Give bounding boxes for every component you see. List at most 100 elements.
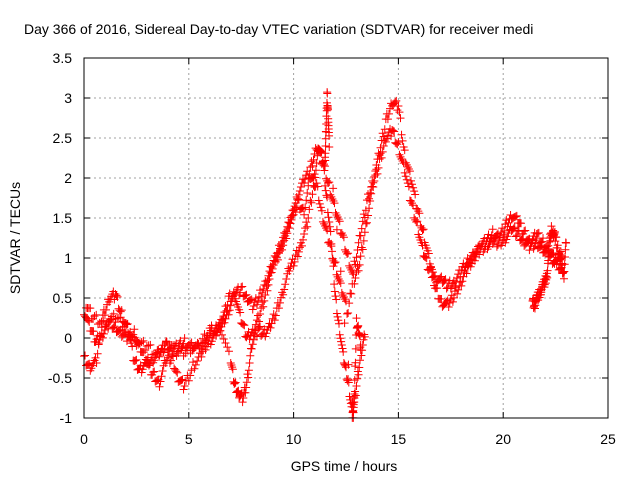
data-point	[319, 161, 328, 170]
y-tick-label: 1	[64, 250, 72, 266]
x-tick-label: 20	[495, 431, 511, 447]
data-point	[360, 213, 369, 222]
data-point	[157, 372, 166, 381]
data-point	[236, 308, 245, 317]
data-point	[238, 319, 247, 328]
data-point	[543, 266, 552, 275]
data-point	[454, 285, 463, 294]
data-point	[289, 261, 298, 270]
data-point	[179, 385, 188, 394]
data-point	[344, 309, 353, 318]
data-point	[428, 268, 437, 277]
data-point	[334, 316, 343, 325]
data-point	[332, 225, 341, 234]
data-point	[400, 168, 409, 177]
y-tick-label: 3	[64, 90, 72, 106]
data-point	[141, 355, 150, 364]
data-point	[259, 302, 268, 311]
data-point	[339, 293, 348, 302]
data-point	[355, 363, 364, 372]
data-point	[197, 352, 206, 361]
data-point	[303, 189, 312, 198]
data-point	[503, 232, 512, 241]
data-point	[270, 316, 279, 325]
data-point	[360, 332, 369, 341]
data-point	[186, 339, 195, 348]
data-point	[244, 373, 253, 382]
data-point	[278, 238, 287, 246]
data-point	[560, 267, 569, 276]
y-tick-label: 0	[64, 330, 72, 346]
data-point	[96, 332, 105, 341]
data-point	[271, 311, 280, 320]
data-point	[460, 268, 469, 277]
data-point	[384, 109, 393, 118]
data-point	[149, 368, 158, 377]
data-point	[351, 260, 360, 269]
data-point	[374, 149, 383, 158]
data-point	[470, 256, 479, 265]
data-point	[320, 166, 329, 175]
data-point	[414, 207, 423, 216]
y-tick-label: 1.5	[53, 210, 73, 226]
data-point	[357, 224, 366, 233]
data-point	[395, 150, 404, 159]
data-point	[352, 314, 361, 323]
data-point	[357, 243, 366, 252]
data-point	[162, 337, 171, 346]
data-point	[284, 224, 293, 232]
data-point	[256, 310, 265, 318]
data-point	[241, 332, 250, 341]
data-point	[373, 155, 382, 164]
data-point	[89, 327, 98, 336]
data-point	[257, 292, 266, 301]
data-point	[264, 280, 273, 289]
data-point	[241, 291, 250, 300]
data-point	[305, 205, 314, 214]
plot-frame	[83, 57, 609, 419]
data-point	[125, 331, 134, 340]
data-point	[246, 296, 255, 305]
data-point	[207, 321, 216, 330]
data-point	[285, 266, 294, 275]
data-point	[321, 222, 330, 230]
data-point	[322, 191, 331, 200]
data-point	[281, 280, 290, 289]
series-track-b	[80, 96, 566, 394]
data-point	[500, 226, 509, 235]
data-point	[456, 278, 465, 287]
data-point	[499, 230, 508, 239]
data-point	[437, 295, 446, 304]
data-point	[511, 212, 520, 221]
data-point	[368, 177, 377, 186]
data-point	[252, 316, 261, 325]
data-point	[113, 314, 122, 323]
data-point	[358, 217, 367, 226]
data-point	[371, 166, 380, 175]
data-point	[401, 158, 410, 167]
data-point	[282, 234, 291, 243]
data-point	[413, 217, 422, 226]
data-point	[533, 229, 542, 238]
data-point	[245, 358, 254, 367]
data-point	[406, 197, 415, 206]
data-point	[328, 254, 337, 263]
data-point	[279, 241, 288, 250]
data-point	[329, 197, 338, 206]
data-point	[338, 231, 347, 240]
data-point	[241, 388, 250, 397]
data-point	[139, 348, 148, 357]
data-point	[346, 263, 355, 272]
data-point	[178, 375, 187, 384]
data-point	[488, 225, 497, 234]
data-point	[297, 241, 306, 250]
data-point	[321, 142, 330, 150]
data-point	[221, 339, 230, 348]
data-point	[263, 286, 272, 295]
data-point	[324, 213, 333, 222]
data-point	[346, 289, 355, 298]
data-point	[561, 253, 570, 262]
data-point	[338, 344, 347, 353]
data-point	[354, 321, 363, 330]
